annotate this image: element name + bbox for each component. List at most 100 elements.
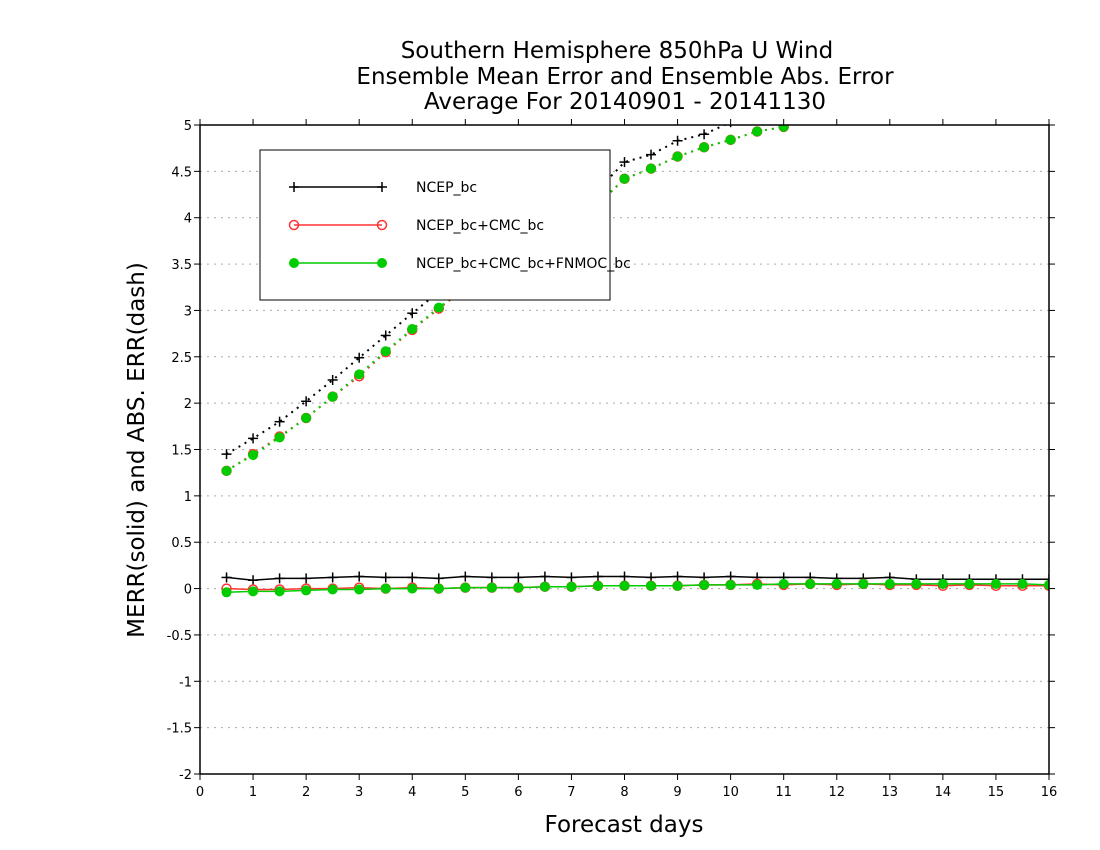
merr-point [274, 573, 285, 584]
abs-err-point [327, 374, 338, 385]
x-tick-label: 12 [828, 785, 845, 800]
y-tick-label: -1.5 [167, 722, 192, 737]
x-tick-label: 3 [355, 785, 363, 800]
abs-err-point [965, 74, 974, 83]
abs-err-point [1045, 60, 1054, 69]
x-tick-label: 16 [1041, 785, 1058, 800]
abs-err-point [1018, 65, 1027, 74]
merr-line [226, 583, 1049, 591]
abs-err-point [911, 68, 921, 78]
abs-err-point [832, 106, 841, 115]
abs-err-point [965, 74, 974, 83]
merr-point [937, 578, 948, 589]
abs-err-point [407, 323, 418, 334]
abs-err-point [380, 346, 391, 357]
merr-point [460, 582, 471, 593]
abs-err-point [778, 125, 789, 132]
merr-point [248, 586, 259, 597]
merr-point [566, 572, 577, 583]
abs-err-point [301, 412, 312, 423]
x-tick-label: 15 [988, 785, 1005, 800]
legend-marker [376, 219, 388, 231]
y-tick-label: -0.5 [167, 629, 192, 644]
abs-err-point [619, 157, 630, 168]
y-tick-label: 5 [184, 119, 192, 134]
merr-point [778, 578, 789, 589]
merr-point [884, 578, 895, 589]
merr-point [327, 584, 338, 595]
merr-point [592, 580, 603, 591]
abs-err-point [938, 63, 948, 73]
abs-err-point [274, 432, 285, 443]
abs-err-point [327, 391, 338, 402]
abs-err-point [301, 396, 312, 407]
x-axis-label: Forecast days [545, 812, 704, 838]
merr-point [433, 573, 444, 584]
abs-err-point [248, 450, 259, 461]
merr-point [354, 571, 365, 582]
merr-point [672, 571, 683, 582]
y-tick-label: 3 [184, 304, 192, 319]
abs-err-point [991, 70, 1000, 79]
x-tick-label: 6 [514, 785, 522, 800]
abs-err-point [859, 98, 868, 107]
abs-err-point [672, 151, 683, 162]
y-tick-label: 2 [184, 397, 192, 412]
y-axis-ticks: -2 -1.5 -1 -0.5 0 0.5 1 1.5 2 2.5 3 3.5 4 4.5 5 [167, 119, 1055, 783]
merr-point [486, 582, 497, 593]
abs-err-point [619, 173, 630, 184]
abs-err-point [380, 330, 391, 341]
abs-err-point [433, 302, 444, 313]
merr-point [725, 579, 736, 590]
abs-err-point [885, 92, 894, 101]
y-tick-label: 4 [184, 212, 192, 227]
merr-point [301, 573, 312, 584]
merr-point [964, 578, 975, 589]
merr-point [274, 586, 285, 597]
y-tick-label: 2.5 [171, 351, 192, 366]
x-tick-label: 0 [196, 785, 204, 800]
abs-err-point [646, 163, 657, 174]
abs-err-point [938, 80, 947, 89]
merr-point [592, 571, 603, 582]
merr-point [1044, 579, 1049, 590]
legend-marker [289, 258, 299, 268]
legend-label: NCEP_bc [416, 180, 477, 196]
series-NCEP_bc [221, 57, 1049, 586]
abs-err-point [725, 134, 736, 145]
abs-err-point [672, 135, 683, 146]
merr-point [1044, 574, 1049, 585]
merr-point [380, 572, 391, 583]
legend: NCEP_bc NCEP_bc+CMC_bc NCEP_bc+CMC_bc+FNMO… [259, 149, 631, 301]
abs-err-point [938, 80, 947, 89]
abs-err-point [699, 142, 710, 153]
legend-item: NCEP_bc [289, 180, 477, 196]
merr-point [433, 583, 444, 594]
abs-err-point [646, 149, 657, 160]
chart-title-line-2: Ensemble Mean Error and Ensemble Abs. Er… [356, 64, 894, 90]
abs-err-point [832, 106, 841, 115]
legend-item: NCEP_bc+CMC_bc [288, 218, 544, 234]
series-NCEP_bc+CMC_bc [221, 74, 1049, 595]
y-tick-label: 1.5 [171, 444, 192, 459]
legend-label: NCEP_bc+CMC_bc+FNMOC_bc [416, 256, 631, 272]
abs-err-point [752, 126, 763, 137]
x-tick-label: 5 [461, 785, 469, 800]
abs-err-point [885, 92, 894, 101]
abs-err-point [964, 57, 974, 67]
x-tick-label: 14 [935, 785, 952, 800]
merr-point [699, 579, 710, 590]
merr-point [221, 572, 232, 583]
x-tick-label: 10 [722, 785, 739, 800]
merr-point [539, 571, 550, 582]
merr-point [513, 582, 524, 593]
merr-point [460, 571, 471, 582]
x-tick-label: 9 [673, 785, 681, 800]
y-tick-label: 0 [184, 583, 192, 598]
abs-err-point [274, 416, 285, 427]
legend-marker [377, 258, 387, 268]
abs-err-point [407, 308, 418, 319]
merr-point [1017, 578, 1028, 589]
abs-err-point [248, 433, 259, 444]
